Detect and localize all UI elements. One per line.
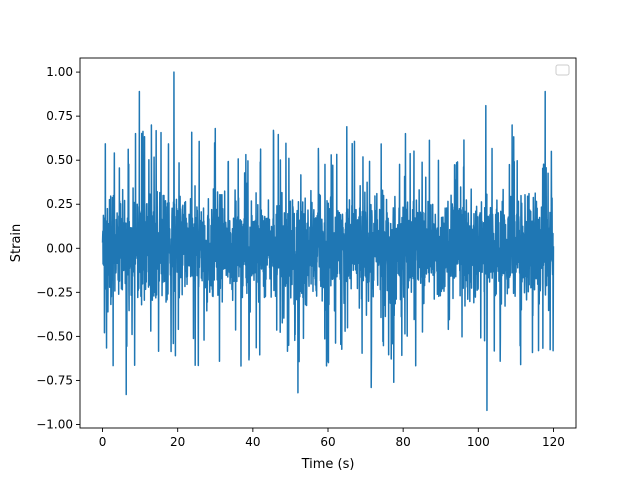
x-axis-ticks: 0 20 40 60 80 100 120 — [99, 428, 565, 449]
x-tick-label: 60 — [320, 435, 335, 449]
series-layer — [101, 71, 555, 412]
x-tick-label: 100 — [467, 435, 490, 449]
y-tick-label: 1.00 — [46, 65, 73, 79]
x-tick-label: 0 — [99, 435, 107, 449]
x-tick-label: 120 — [542, 435, 565, 449]
y-tick-label: 0.00 — [46, 241, 73, 255]
x-tick-label: 20 — [170, 435, 185, 449]
y-tick-label: 0.25 — [46, 197, 73, 211]
y-axis-label: Strain — [9, 224, 24, 263]
y-tick-label: 0.75 — [46, 109, 73, 123]
y-tick-label: −0.50 — [36, 329, 73, 343]
y-axis-ticks: −1.00 −0.75 −0.50 −0.25 0.00 0.25 0.50 0.75 1.00 — [36, 65, 80, 431]
y-tick-label: −1.00 — [36, 417, 73, 431]
strain-series-line — [101, 71, 555, 412]
legend-box — [555, 64, 570, 76]
y-tick-label: −0.75 — [36, 373, 73, 387]
y-tick-label: 0.50 — [46, 153, 73, 167]
y-tick-label: −0.25 — [36, 285, 73, 299]
x-axis-label: Time (s) — [301, 457, 355, 472]
x-tick-label: 40 — [245, 435, 260, 449]
x-tick-label: 80 — [396, 435, 411, 449]
